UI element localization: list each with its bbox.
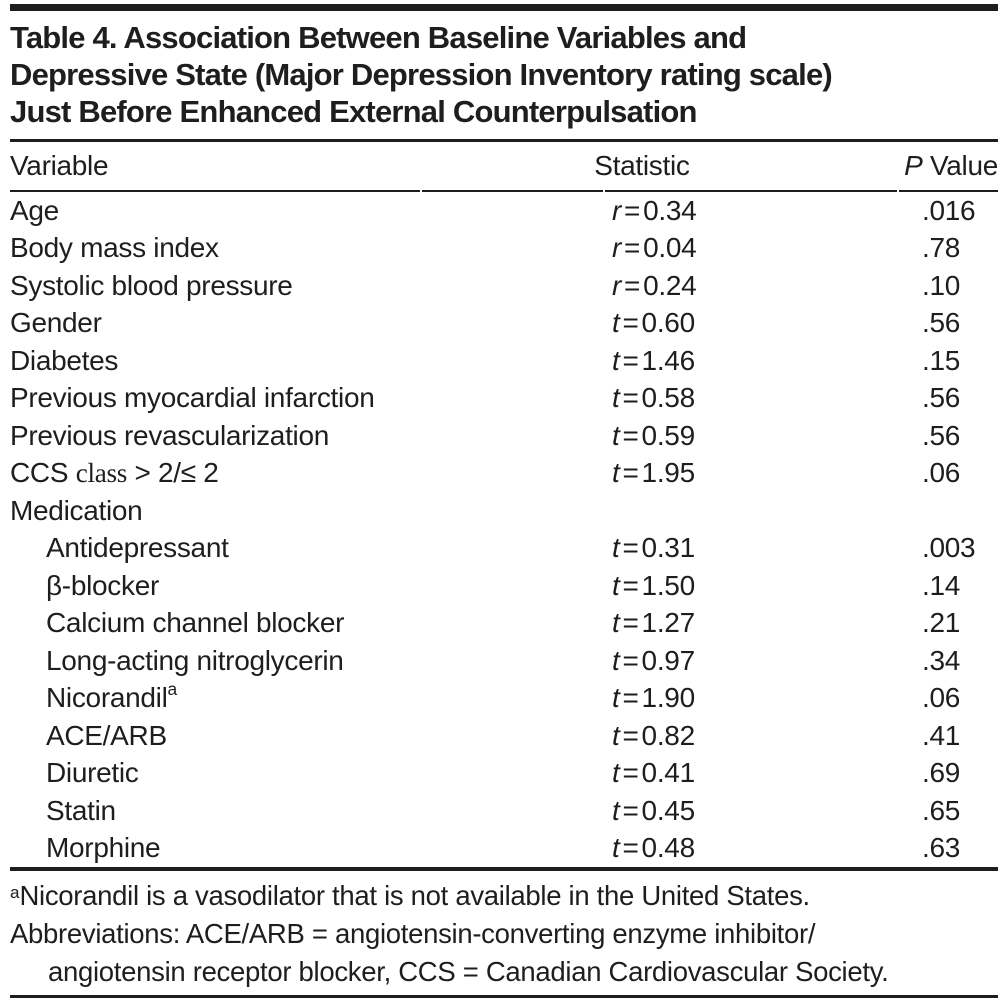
table-row: β-blocker t = 1.50 .14 bbox=[10, 567, 998, 605]
abbreviations-line-2: angiotensin receptor blocker, CCS = Cana… bbox=[48, 955, 889, 987]
table-row: Nicorandila t = 1.90 .06 bbox=[10, 679, 998, 718]
statistic-cell: t = 0.31 bbox=[612, 532, 695, 564]
pvalue-cell: .21 bbox=[922, 607, 961, 639]
table-row: Gender t = 0.60 .56 bbox=[10, 305, 998, 343]
table-title: Table 4. Association Between Baseline Va… bbox=[10, 19, 998, 130]
footnote-separator-rule bbox=[10, 867, 998, 871]
pvalue-cell: .15 bbox=[922, 344, 961, 376]
statistic-cell: t = 0.45 bbox=[612, 794, 695, 826]
table-row: Long-acting nitroglycerin t = 0.97 .34 bbox=[10, 642, 998, 680]
header-underline-segment-2 bbox=[422, 189, 603, 192]
variable-cell: Previous myocardial infarction bbox=[10, 382, 375, 414]
superscript-marker: a bbox=[167, 679, 178, 700]
table-row: Calcium channel blocker t = 1.27 .21 bbox=[10, 605, 998, 643]
statistic-cell: t = 0.97 bbox=[612, 644, 695, 676]
pvalue-cell: .41 bbox=[922, 719, 961, 751]
pvalue-cell: .69 bbox=[922, 757, 961, 789]
column-header-pvalue: P Value bbox=[904, 150, 998, 182]
variable-cell: Statin bbox=[46, 794, 116, 826]
table-row: Morphine t = 0.48 .63 bbox=[10, 830, 998, 868]
footnotes: aNicorandil is a vasodilator that is not… bbox=[10, 877, 998, 991]
table-row: ACE/ARB t = 0.82 .41 bbox=[10, 717, 998, 755]
pvalue-cell: .34 bbox=[922, 644, 961, 676]
variable-cell: Body mass index bbox=[10, 232, 219, 264]
pvalue-header-rest: Value bbox=[922, 149, 998, 181]
variable-cell: Calcium channel blocker bbox=[46, 607, 345, 639]
table-figure: Table 4. Association Between Baseline Va… bbox=[0, 4, 1007, 1007]
statistic-cell: t = 1.46 bbox=[612, 344, 695, 376]
column-header-variable: Variable bbox=[10, 149, 109, 181]
statistic-cell: t = 1.90 bbox=[612, 682, 695, 714]
statistic-cell: r = 0.24 bbox=[612, 269, 697, 301]
variable-cell: Systolic blood pressure bbox=[10, 269, 293, 301]
statistic-cell: t = 1.95 bbox=[612, 457, 695, 489]
header-underline-segment-3 bbox=[605, 189, 897, 192]
pvalue-cell: .003 bbox=[922, 532, 976, 564]
statistic-cell: t = 1.27 bbox=[612, 607, 695, 639]
pvalue-cell: .06 bbox=[922, 682, 961, 714]
variable-cell: Medication bbox=[10, 494, 143, 526]
table-header-row: Variable Statistic P Value bbox=[10, 142, 998, 190]
variable-cell: ACE/ARB bbox=[46, 719, 167, 751]
table-title-line-2: Depressive State (Major Depression Inven… bbox=[10, 57, 833, 92]
header-underline-segment-4 bbox=[899, 189, 998, 192]
variable-cell: Previous revascularization bbox=[10, 419, 330, 451]
variable-cell: Morphine bbox=[46, 832, 161, 864]
variable-cell: Diuretic bbox=[46, 757, 139, 789]
column-header-statistic: Statistic bbox=[594, 149, 690, 181]
table-body: Age r = 0.34.016 Body mass index r = 0.04.78 Sys… bbox=[10, 192, 998, 867]
pvalue-header-italic-p: P bbox=[904, 149, 923, 181]
pvalue-cell: .56 bbox=[922, 307, 961, 339]
table-row: CCS class > 2/≤ 2 t = 1.95 .06 bbox=[10, 455, 998, 493]
pvalue-cell: .56 bbox=[922, 419, 961, 451]
variable-cell: CCS class > 2/≤ 2 bbox=[10, 457, 219, 489]
table-row: Medication bbox=[10, 492, 998, 530]
pvalue-cell: .016 bbox=[922, 194, 976, 226]
pvalue-cell: .65 bbox=[922, 794, 961, 826]
table-row: Age r = 0.34 .016 bbox=[10, 192, 998, 230]
statistic-cell: t = 0.48 bbox=[612, 832, 695, 864]
top-rule bbox=[10, 4, 998, 11]
pvalue-cell: .78 bbox=[922, 232, 961, 264]
table-row: Body mass index r = 0.04 .78 bbox=[10, 230, 998, 268]
pvalue-cell: .14 bbox=[922, 569, 961, 601]
table-row: Previous revascularization t = 0.59 .56 bbox=[10, 417, 998, 455]
table-title-line-1: Table 4. Association Between Baseline Va… bbox=[10, 20, 747, 55]
header-underline-rule bbox=[10, 189, 998, 192]
variable-cell: Antidepressant bbox=[46, 532, 229, 564]
table-row: Previous myocardial infarction t = 0.58 .56 bbox=[10, 380, 998, 418]
table-row: Diabetes t = 1.46 .15 bbox=[10, 342, 998, 380]
header-underline-segment-1 bbox=[10, 189, 420, 192]
pvalue-cell: .06 bbox=[922, 457, 961, 489]
pvalue-cell: .56 bbox=[922, 382, 961, 414]
footnote-a: aNicorandil is a vasodilator that is not… bbox=[10, 877, 998, 915]
statistic-cell: t = 1.50 bbox=[612, 569, 695, 601]
table-row: Systolic blood pressure r = 0.24 .10 bbox=[10, 267, 998, 305]
abbreviations-line-1: Abbreviations: ACE/ARB = angiotensin-con… bbox=[10, 917, 816, 949]
table-row: Diuretic t = 0.41 .69 bbox=[10, 755, 998, 793]
variable-cell: Diabetes bbox=[10, 344, 119, 376]
statistic-cell: t = 0.41 bbox=[612, 757, 695, 789]
statistic-cell: t = 0.59 bbox=[612, 419, 695, 451]
variable-cell: Age bbox=[10, 194, 59, 226]
table-title-line-3: Just Before Enhanced External Counterpul… bbox=[10, 94, 697, 129]
statistic-cell: t = 0.60 bbox=[612, 307, 695, 339]
title-separator-rule bbox=[10, 139, 998, 142]
statistic-cell: t = 0.58 bbox=[612, 382, 695, 414]
footnote-a-marker: a bbox=[10, 882, 20, 902]
pvalue-cell: .63 bbox=[922, 832, 961, 864]
table-row: Antidepressant t = 0.31 .003 bbox=[10, 530, 998, 568]
variable-cell: Gender bbox=[10, 307, 102, 339]
pvalue-cell: .10 bbox=[922, 269, 961, 301]
variable-cell: Long-acting nitroglycerin bbox=[46, 644, 344, 676]
variable-cell: Nicorandila bbox=[46, 679, 178, 714]
statistic-cell: r = 0.04 bbox=[612, 232, 697, 264]
footnote-a-text: Nicorandil is a vasodilator that is not … bbox=[19, 879, 810, 911]
statistic-cell: r = 0.34 bbox=[612, 194, 697, 226]
table-row: Statin t = 0.45 .65 bbox=[10, 792, 998, 830]
statistic-cell: t = 0.82 bbox=[612, 719, 695, 751]
bottom-rule bbox=[10, 994, 998, 998]
variable-cell: β-blocker bbox=[46, 569, 159, 601]
